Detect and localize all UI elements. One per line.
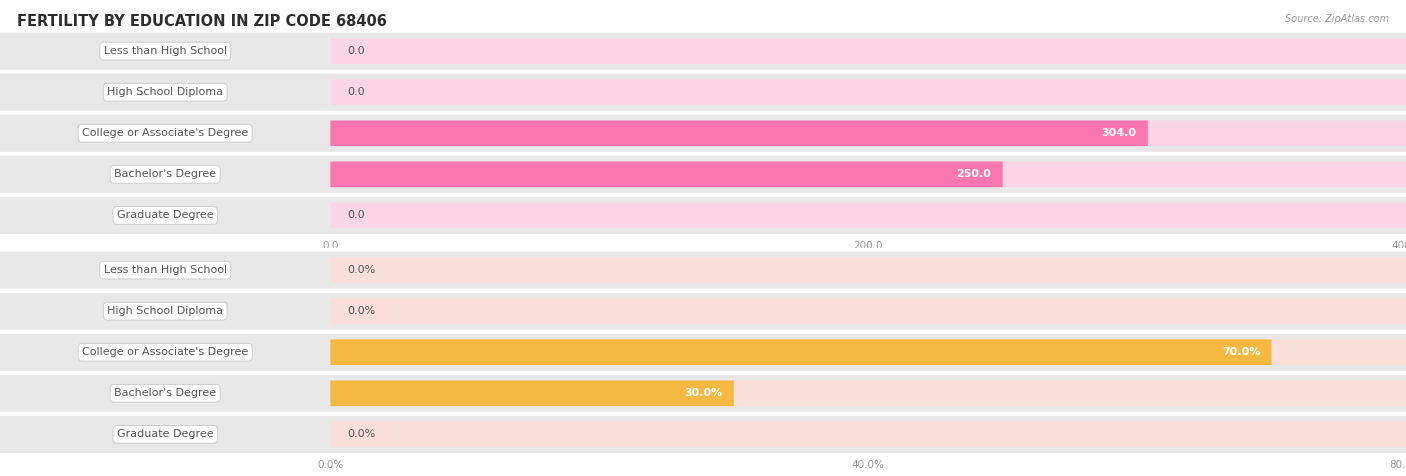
Text: Less than High School: Less than High School bbox=[104, 265, 226, 275]
Text: FERTILITY BY EDUCATION IN ZIP CODE 68406: FERTILITY BY EDUCATION IN ZIP CODE 68406 bbox=[17, 14, 387, 30]
FancyBboxPatch shape bbox=[330, 161, 1002, 187]
FancyBboxPatch shape bbox=[330, 339, 1406, 365]
FancyBboxPatch shape bbox=[330, 39, 1406, 64]
FancyBboxPatch shape bbox=[330, 258, 1406, 283]
FancyBboxPatch shape bbox=[0, 32, 1406, 69]
FancyBboxPatch shape bbox=[330, 339, 1271, 365]
FancyBboxPatch shape bbox=[330, 203, 1406, 228]
Text: Graduate Degree: Graduate Degree bbox=[117, 429, 214, 439]
Text: High School Diploma: High School Diploma bbox=[107, 306, 224, 316]
FancyBboxPatch shape bbox=[0, 251, 1406, 288]
Text: 0.0: 0.0 bbox=[347, 210, 366, 220]
FancyBboxPatch shape bbox=[0, 375, 1406, 412]
Text: 250.0: 250.0 bbox=[956, 169, 991, 179]
Text: College or Associate's Degree: College or Associate's Degree bbox=[82, 347, 249, 357]
Text: 0.0%: 0.0% bbox=[347, 306, 375, 316]
FancyBboxPatch shape bbox=[330, 161, 1406, 187]
FancyBboxPatch shape bbox=[330, 380, 1406, 406]
Text: Bachelor's Degree: Bachelor's Degree bbox=[114, 388, 217, 398]
FancyBboxPatch shape bbox=[0, 416, 1406, 453]
FancyBboxPatch shape bbox=[330, 120, 1406, 146]
Text: Source: ZipAtlas.com: Source: ZipAtlas.com bbox=[1285, 14, 1389, 24]
Text: College or Associate's Degree: College or Associate's Degree bbox=[82, 128, 249, 139]
FancyBboxPatch shape bbox=[0, 293, 1406, 330]
FancyBboxPatch shape bbox=[0, 197, 1406, 234]
FancyBboxPatch shape bbox=[330, 298, 1406, 324]
FancyBboxPatch shape bbox=[0, 74, 1406, 111]
Text: 0.0%: 0.0% bbox=[347, 429, 375, 439]
Text: Graduate Degree: Graduate Degree bbox=[117, 210, 214, 220]
FancyBboxPatch shape bbox=[330, 120, 1147, 146]
FancyBboxPatch shape bbox=[330, 422, 1406, 447]
FancyBboxPatch shape bbox=[0, 334, 1406, 371]
Text: 304.0: 304.0 bbox=[1102, 128, 1136, 139]
Text: High School Diploma: High School Diploma bbox=[107, 87, 224, 97]
Text: 0.0: 0.0 bbox=[347, 46, 366, 56]
Text: 0.0: 0.0 bbox=[347, 87, 366, 97]
Text: 70.0%: 70.0% bbox=[1222, 347, 1260, 357]
FancyBboxPatch shape bbox=[330, 79, 1406, 105]
FancyBboxPatch shape bbox=[0, 156, 1406, 193]
FancyBboxPatch shape bbox=[0, 115, 1406, 152]
Text: Less than High School: Less than High School bbox=[104, 46, 226, 56]
Text: 0.0%: 0.0% bbox=[347, 265, 375, 275]
Text: 30.0%: 30.0% bbox=[685, 388, 723, 398]
Text: Bachelor's Degree: Bachelor's Degree bbox=[114, 169, 217, 179]
FancyBboxPatch shape bbox=[330, 380, 734, 406]
